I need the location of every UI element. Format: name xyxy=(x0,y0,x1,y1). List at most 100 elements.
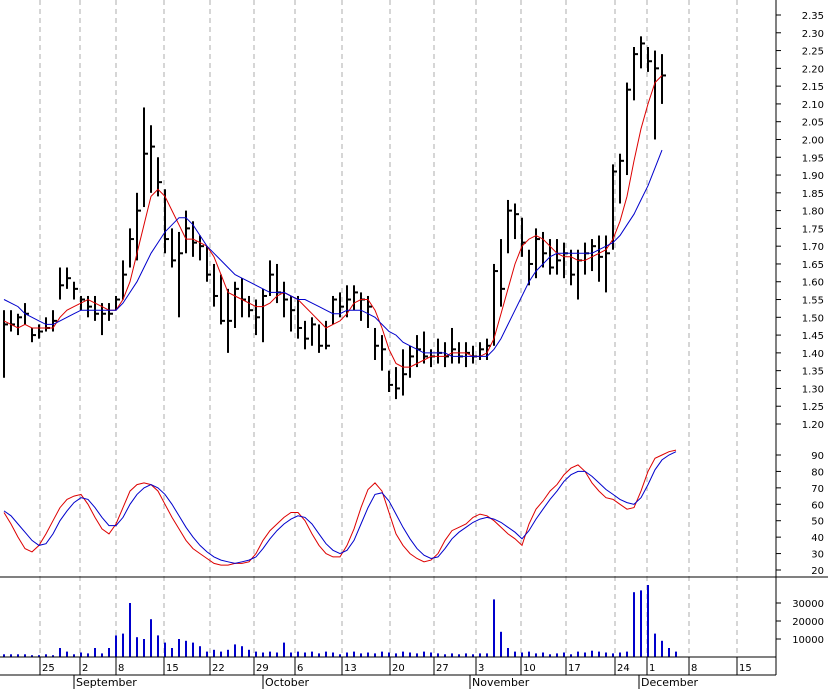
month-label: December xyxy=(641,676,699,689)
ohlc-bar xyxy=(605,235,610,293)
ohlc-bar xyxy=(17,313,22,336)
ohlc-bar xyxy=(598,235,603,282)
oscillator-panel xyxy=(3,449,677,566)
ohlc-bar xyxy=(290,295,295,332)
ohlc-bar xyxy=(374,327,379,360)
ohlc-bar xyxy=(143,107,148,208)
ohlc-bar xyxy=(276,263,281,304)
price-tick-label: 2.30 xyxy=(802,29,824,40)
ohlc-bar xyxy=(227,288,232,353)
ohlc-bar xyxy=(52,310,57,332)
osc-tick-label: 80 xyxy=(811,467,824,478)
price-tick-label: 1.60 xyxy=(802,278,824,289)
ohlc-bar xyxy=(10,310,15,332)
price-tick-label: 1.20 xyxy=(802,420,824,431)
x-tick-label: 20 xyxy=(392,663,405,674)
ohlc-bar xyxy=(521,217,526,257)
ohlc-bar xyxy=(402,349,407,396)
volume-tick-label: 20000 xyxy=(792,617,824,628)
ohlc-bar xyxy=(255,299,260,336)
price-tick-label: 1.40 xyxy=(802,349,824,360)
ohlc-bar xyxy=(332,295,337,325)
volume-tick-label: 30000 xyxy=(792,599,824,610)
ohlc-bar xyxy=(59,267,64,300)
ohlc-bar xyxy=(269,260,274,296)
ohlc-bar xyxy=(507,199,512,254)
price-tick-label: 1.70 xyxy=(802,242,824,253)
ohlc-bar xyxy=(535,228,540,279)
ohlc-bar xyxy=(647,47,652,72)
ohlc-bar xyxy=(318,324,323,353)
ohlc-bar xyxy=(38,324,43,339)
price-tick-label: 1.90 xyxy=(802,171,824,182)
price-tick-label: 2.20 xyxy=(802,64,824,75)
ohlc-bar xyxy=(437,338,442,364)
ohlc-bar xyxy=(423,331,428,364)
x-tick-label: 22 xyxy=(212,663,225,674)
ohlc-bar xyxy=(325,320,330,350)
x-tick-label: 29 xyxy=(256,663,269,674)
price-tick-label: 1.85 xyxy=(802,189,824,200)
price-tick-label: 1.45 xyxy=(802,331,824,342)
price-tick-label: 1.30 xyxy=(802,384,824,395)
price-tick-label: 1.75 xyxy=(802,224,824,235)
ohlc-bar xyxy=(556,239,561,275)
ohlc-bar xyxy=(108,303,113,321)
x-tick-label: 17 xyxy=(568,663,581,674)
ohlc-bar xyxy=(479,342,484,360)
x-tick-label: 8 xyxy=(691,663,697,674)
month-label: November xyxy=(472,676,530,689)
price-tick-label: 1.65 xyxy=(802,260,824,271)
ohlc-bar xyxy=(87,295,92,318)
ohlc-bar xyxy=(248,295,253,318)
ohlc-bar xyxy=(570,249,575,286)
gridlines xyxy=(39,0,738,675)
moving-average-blue xyxy=(3,149,663,357)
volume-panel xyxy=(3,585,677,657)
ohlc-bar xyxy=(178,231,183,318)
x-tick-label: 8 xyxy=(118,663,124,674)
osc-tick-label: 30 xyxy=(811,550,824,561)
x-tick-label: 3 xyxy=(478,663,484,674)
osc-tick-label: 90 xyxy=(811,451,824,462)
ohlc-bar xyxy=(346,285,351,318)
ohlc-bar xyxy=(493,263,498,346)
ohlc-bar xyxy=(234,281,239,328)
ohlc-bar xyxy=(381,335,386,371)
price-tick-label: 2.10 xyxy=(802,100,824,111)
x-tick-label: 2 xyxy=(82,663,88,674)
ohlc-bar xyxy=(171,228,176,268)
osc-tick-label: 20 xyxy=(811,566,824,577)
price-tick-label: 2.00 xyxy=(802,135,824,146)
ohlc-bar xyxy=(150,125,155,193)
ohlc-bar xyxy=(388,370,393,392)
ohlc-bar xyxy=(122,260,127,300)
ohlc-bar xyxy=(409,345,414,378)
ohlc-bar xyxy=(654,50,659,140)
ohlc-bar xyxy=(136,192,141,261)
ohlc-bar xyxy=(297,295,302,339)
ohlc-bar xyxy=(73,281,78,300)
ohlc-bar xyxy=(283,281,288,318)
ohlc-bar xyxy=(164,189,169,254)
x-tick-label: 25 xyxy=(42,663,55,674)
ohlc-bar xyxy=(206,246,211,282)
volume-tick-label: 10000 xyxy=(792,635,824,646)
ohlc-bar xyxy=(640,36,645,69)
month-label: October xyxy=(265,676,309,689)
price-tick-label: 2.05 xyxy=(802,118,824,129)
ohlc-bar xyxy=(262,288,267,343)
ohlc-bar xyxy=(3,310,8,378)
ohlc-bar xyxy=(528,249,533,286)
osc-tick-label: 60 xyxy=(811,500,824,511)
ohlc-bar xyxy=(367,295,372,328)
ohlc-bar xyxy=(353,285,358,311)
price-tick-label: 1.95 xyxy=(802,153,824,164)
ohlc-bar xyxy=(185,210,190,254)
price-tick-label: 2.15 xyxy=(802,82,824,93)
ohlc-bar xyxy=(661,54,666,104)
osc-tick-label: 70 xyxy=(811,484,824,495)
ohlc-bar xyxy=(66,267,71,289)
ohlc-bar xyxy=(577,249,582,300)
